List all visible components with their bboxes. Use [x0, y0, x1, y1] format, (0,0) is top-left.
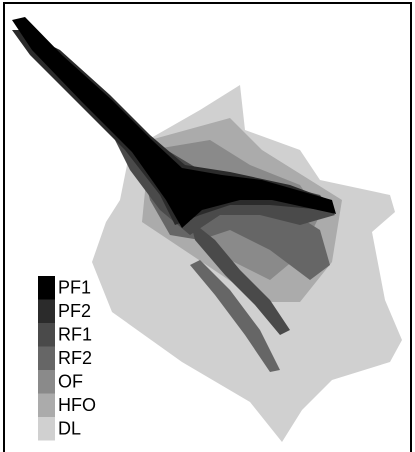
- legend-label: OF: [58, 372, 83, 392]
- legend-label: PF1: [58, 278, 91, 298]
- legend-swatch: [38, 417, 55, 441]
- legend-swatch: [38, 323, 55, 347]
- legend-label: RF1: [58, 325, 92, 345]
- legend-swatch: [38, 394, 55, 418]
- legend-swatch: [38, 347, 55, 371]
- map: PF1 PF2 RF1 RF2 OF HFO DL: [0, 0, 415, 452]
- legend-swatch: [38, 300, 55, 324]
- legend-swatch: [38, 370, 55, 394]
- legend-label: HFO: [58, 395, 96, 415]
- page: {"legend": {"items": [ {"label": "PF1", …: [0, 0, 415, 452]
- legend-swatch: [38, 276, 55, 300]
- legend-label: RF2: [58, 348, 92, 368]
- legend-label: DL: [58, 419, 81, 439]
- legend-label: PF2: [58, 301, 91, 321]
